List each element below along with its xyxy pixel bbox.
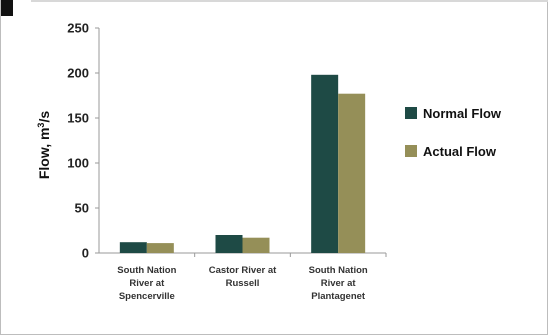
x-category-label: Spencerville [119, 291, 175, 302]
legend-label: Actual Flow [423, 144, 497, 159]
y-tick-label: 250 [67, 21, 89, 36]
legend: Normal Flow Actual Flow [405, 106, 502, 159]
y-tick-label: 200 [67, 66, 89, 81]
y-axis-label-sup: 3 [36, 123, 46, 128]
legend-swatch-actual-flow [405, 145, 417, 157]
bar-actual-flow-0 [146, 243, 174, 253]
y-axis-label: Flow, m3/s [36, 111, 52, 179]
bars-group [119, 74, 366, 253]
x-category-label: Russell [226, 278, 260, 289]
top-rule [31, 0, 548, 2]
y-axis-label-tail: /s [36, 111, 52, 123]
x-category-label: Plantagenet [311, 291, 366, 302]
x-category-labels: South Nation River at Spencerville Castor R… [117, 265, 368, 302]
y-tick-label: 0 [82, 246, 89, 261]
corner-mark [1, 0, 13, 16]
bar-normal-flow-1 [215, 235, 243, 253]
legend-label: Normal Flow [423, 106, 502, 121]
x-category-label: Castor River at [209, 265, 277, 276]
y-axis-label-main: Flow, m [36, 128, 52, 180]
legend-swatch-normal-flow [405, 107, 417, 119]
y-tick-label: 50 [75, 201, 89, 216]
y-tick-label: 150 [67, 111, 89, 126]
x-category-label: River at [321, 278, 357, 289]
bar-normal-flow-2 [311, 74, 339, 253]
bar-actual-flow-2 [338, 93, 366, 253]
x-category-label: South Nation [309, 265, 368, 276]
bar-actual-flow-1 [242, 237, 270, 253]
y-tick-label: 100 [67, 156, 89, 171]
x-category-label: River at [129, 278, 165, 289]
x-category-label: South Nation [117, 265, 176, 276]
y-tick-labels: 0 50 100 150 200 250 [67, 21, 89, 261]
bar-normal-flow-0 [119, 242, 147, 253]
